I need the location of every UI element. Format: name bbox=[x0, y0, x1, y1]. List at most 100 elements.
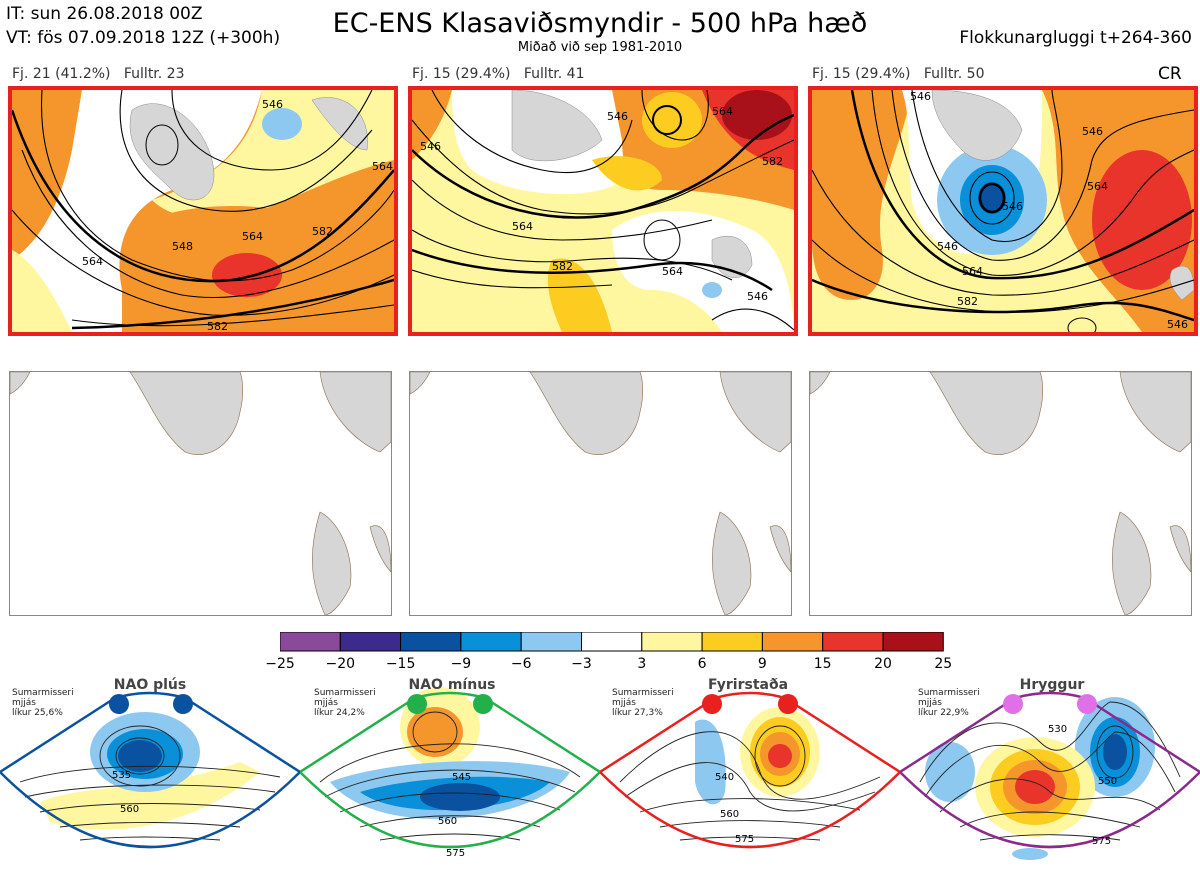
contour-label: 535 bbox=[112, 770, 131, 781]
colorbar-swatch bbox=[882, 632, 944, 652]
contour-label: 575 bbox=[1092, 836, 1111, 847]
colorbar-tick-label: 9 bbox=[757, 656, 767, 672]
regime-title: NAO mínus bbox=[408, 677, 496, 693]
contour-label: 564 bbox=[82, 255, 103, 268]
regime-marker bbox=[1003, 694, 1023, 714]
contour-label: 564 bbox=[662, 265, 683, 278]
colorbar-swatch bbox=[822, 632, 884, 652]
contour-label: 564 bbox=[712, 105, 733, 118]
contour-label: 564 bbox=[962, 265, 983, 278]
colorbar-swatch bbox=[761, 632, 824, 652]
contour-label: 546 bbox=[262, 98, 283, 111]
panel-1-label: Fj. 21 (41.2%) Fulltr. 23 bbox=[12, 66, 185, 82]
regime-marker bbox=[702, 694, 722, 714]
regime-info-line: líkur 25,6% bbox=[12, 708, 63, 718]
contour-label: 548 bbox=[172, 240, 193, 253]
contour-label: 575 bbox=[446, 848, 465, 859]
contour-label: 546 bbox=[937, 240, 958, 253]
colorbar-tick-label: −15 bbox=[385, 656, 416, 672]
colorbar-swatch bbox=[701, 632, 763, 652]
cluster-map-1: 548 564 582 546 564 564 582 bbox=[8, 86, 398, 336]
colorbar-tick-label: −3 bbox=[571, 656, 592, 672]
contour-label: 546 bbox=[1082, 125, 1103, 138]
regime-info-line: líkur 27,3% bbox=[612, 708, 663, 718]
contour-label: 560 bbox=[120, 804, 139, 815]
panel-1-cluster: Fj. 21 (41.2%) bbox=[12, 66, 111, 82]
regime-info-line: Sumarmisseri bbox=[314, 688, 376, 698]
colorbar-tick-label: −6 bbox=[510, 656, 532, 672]
contour-label: 550 bbox=[1098, 776, 1117, 787]
colorbar-tick-label: −9 bbox=[450, 656, 472, 672]
init-time: IT: sun 26.08.2018 00Z bbox=[6, 4, 203, 24]
cluster-map-2: 546 546 564 564 582 582 564 546 bbox=[408, 86, 798, 336]
contour-label: 546 bbox=[1002, 200, 1023, 213]
cluster-map-1-svg: 548 564 582 546 564 564 582 bbox=[12, 90, 394, 332]
regime-info-line: mjjás bbox=[12, 698, 36, 708]
contour-label: 560 bbox=[720, 809, 739, 820]
regime-nao-plus-svg: 535 560 bbox=[0, 691, 302, 849]
contour-label: 582 bbox=[312, 225, 333, 238]
regime-nao-minus-svg: 545 560 575 bbox=[298, 687, 602, 859]
regime-ridge: 530 550 575 Hryggur Sumarmisseri mjjás l… bbox=[898, 672, 1200, 871]
contour-label: 560 bbox=[438, 816, 457, 827]
regime-nao-plus: 535 560 NAO plús Sumarmisseri mjjás líku… bbox=[0, 672, 302, 871]
regime-blocking: 540 560 575 Fyrirstaða Sumarmisseri mjjá… bbox=[598, 672, 902, 871]
colorbar bbox=[280, 632, 944, 652]
regime-marker bbox=[778, 694, 798, 714]
blank-map-3 bbox=[809, 371, 1192, 616]
colorbar-tick-label: −25 bbox=[265, 656, 295, 672]
contour-label: 582 bbox=[762, 155, 783, 168]
colorbar-swatch bbox=[280, 632, 341, 652]
valid-time: VT: fös 07.09.2018 12Z (+300h) bbox=[6, 28, 281, 48]
regime-nao-minus: 545 560 575 NAO mínus Sumarmisseri mjjás… bbox=[298, 672, 602, 871]
regime-code: CR bbox=[1158, 64, 1182, 84]
regime-title: Hryggur bbox=[1019, 677, 1085, 693]
cluster-map-3: 546 546 564 582 546 564 546 546 bbox=[808, 86, 1198, 336]
blank-map-2 bbox=[409, 371, 792, 616]
panel-2-label: Fj. 15 (29.4%) Fulltr. 41 bbox=[412, 66, 585, 82]
colorbar-swatch bbox=[400, 632, 462, 652]
contour-label: 540 bbox=[715, 772, 734, 783]
regime-marker bbox=[407, 694, 427, 714]
regime-marker bbox=[1077, 694, 1097, 714]
colorbar-tick-label: −20 bbox=[325, 656, 356, 672]
panel-3-cluster: Fj. 15 (29.4%) bbox=[812, 66, 911, 82]
contour-label: 564 bbox=[372, 160, 393, 173]
regime-info: Sumarmisseri mjjás líkur 25,6% bbox=[12, 688, 74, 718]
regime-marker bbox=[473, 694, 493, 714]
regime-blocking-svg: 540 560 575 bbox=[598, 691, 902, 849]
contour-label: 546 bbox=[910, 90, 931, 103]
contour-label: 546 bbox=[747, 290, 768, 303]
colorbar-swatch bbox=[339, 632, 402, 652]
colorbar-tick-label: 15 bbox=[813, 656, 832, 672]
regime-info-line: Sumarmisseri bbox=[918, 688, 980, 698]
contour-label: 546 bbox=[607, 110, 628, 123]
regime-info-line: mjjás bbox=[612, 698, 636, 708]
colorbar-tick-label: 20 bbox=[874, 656, 892, 672]
regime-info-line: mjjás bbox=[314, 698, 338, 708]
colorbar-swatch bbox=[520, 632, 582, 652]
panel-3-label: Fj. 15 (29.4%) Fulltr. 50 bbox=[812, 66, 985, 82]
colorbar-swatch bbox=[581, 632, 643, 652]
blank-map-2-svg bbox=[410, 372, 791, 615]
contour-label: 530 bbox=[1048, 724, 1067, 735]
regime-info-line: Sumarmisseri bbox=[12, 688, 74, 698]
colorbar-tick-label: 25 bbox=[934, 656, 953, 672]
colorbar-tick-label: 6 bbox=[697, 656, 707, 672]
regime-info: Sumarmisseri mjjás líkur 27,3% bbox=[612, 688, 674, 718]
contour-label: 582 bbox=[207, 320, 228, 332]
contour-label: 582 bbox=[552, 260, 573, 273]
regime-info-line: líkur 24,2% bbox=[314, 708, 365, 718]
panel-1-representative: Fulltr. 23 bbox=[123, 66, 185, 82]
page-title: EC-ENS Klasaviðsmyndir - 500 hPa hæð bbox=[332, 8, 868, 39]
regime-title: NAO plús bbox=[113, 677, 187, 693]
regime-info: Sumarmisseri mjjás líkur 24,2% bbox=[314, 688, 376, 718]
classification-window: Flokkunargluggi t+264-360 bbox=[959, 28, 1192, 48]
panel-2-representative: Fulltr. 41 bbox=[523, 66, 585, 82]
regime-info-line: mjjás bbox=[918, 698, 942, 708]
regime-info-line: Sumarmisseri bbox=[612, 688, 674, 698]
colorbar-swatch bbox=[460, 632, 522, 652]
colorbar-tick-label: 3 bbox=[637, 656, 647, 672]
contour-label: 545 bbox=[452, 772, 471, 783]
colorbar-swatch bbox=[641, 632, 703, 652]
